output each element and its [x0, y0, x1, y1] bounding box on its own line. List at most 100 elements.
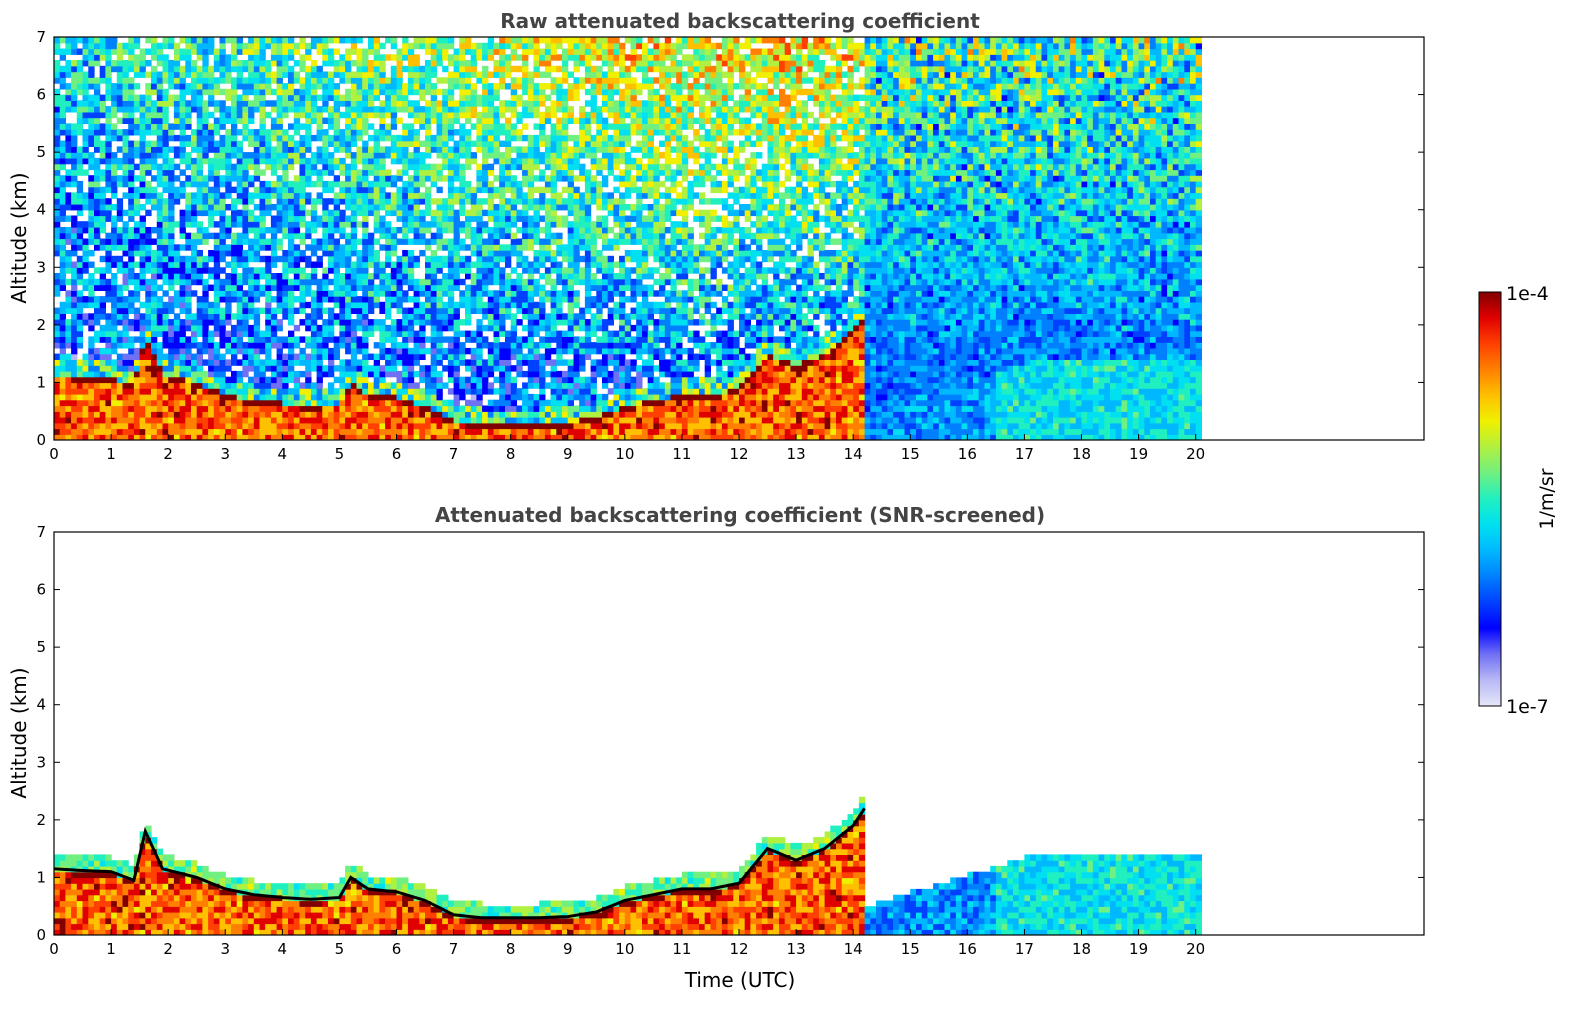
heatmap-cell	[385, 296, 392, 303]
heatmap-cell	[413, 215, 420, 222]
heatmap-cell	[265, 192, 272, 199]
heatmap-cell	[442, 198, 449, 205]
heatmap-cell	[179, 307, 186, 314]
heatmap-cell	[94, 100, 101, 107]
heatmap-cell	[145, 278, 152, 286]
heatmap-cell	[510, 129, 517, 136]
heatmap-cell	[402, 382, 409, 389]
heatmap-cell	[185, 411, 192, 418]
heatmap-cell	[470, 54, 477, 61]
heatmap-cell	[385, 405, 392, 412]
heatmap-cell	[133, 123, 141, 130]
heatmap-cell	[236, 129, 243, 136]
heatmap-cell	[265, 393, 272, 401]
heatmap-cell	[259, 290, 266, 297]
heatmap-cell	[299, 232, 306, 240]
heatmap-cell	[379, 152, 386, 159]
heatmap-cell	[322, 319, 329, 326]
heatmap-cell	[293, 180, 301, 188]
heatmap-cell	[379, 399, 386, 407]
heatmap-cell	[350, 301, 358, 309]
heatmap-cell	[156, 238, 164, 245]
heatmap-cell	[487, 405, 495, 412]
heatmap-cell	[76, 296, 84, 303]
heatmap-cell	[350, 250, 358, 257]
heatmap-cell	[76, 273, 84, 280]
heatmap-cell	[259, 273, 266, 280]
heatmap-cell	[413, 255, 420, 263]
heatmap-cell	[196, 405, 203, 412]
heatmap-cell	[493, 129, 500, 136]
heatmap-cell	[242, 238, 249, 245]
heatmap-cell	[465, 100, 472, 107]
heatmap-cell	[185, 307, 192, 314]
heatmap-cell	[99, 140, 106, 147]
heatmap-cell	[425, 204, 432, 211]
heatmap-cell	[328, 411, 335, 418]
heatmap-cell	[310, 382, 318, 389]
heatmap-cell	[288, 278, 295, 286]
heatmap-cell	[333, 163, 340, 171]
heatmap-cell	[151, 163, 158, 171]
heatmap-cell	[379, 388, 386, 395]
heatmap-cell	[339, 60, 346, 67]
heatmap-cell	[505, 215, 512, 222]
heatmap-cell	[527, 324, 535, 332]
heatmap-cell	[196, 365, 203, 372]
heatmap-cell	[419, 83, 426, 90]
heatmap-cell	[225, 434, 232, 440]
heatmap-cell	[356, 255, 363, 263]
heatmap-cell	[436, 370, 443, 378]
heatmap-cell	[447, 273, 455, 280]
heatmap-cell	[350, 209, 358, 217]
heatmap-cell	[99, 71, 106, 78]
heatmap-cell	[145, 342, 152, 349]
heatmap-cell	[213, 301, 221, 309]
heatmap-cell	[459, 382, 466, 389]
heatmap-cell	[162, 393, 169, 401]
heatmap-cell	[499, 370, 506, 378]
heatmap-cell	[99, 388, 106, 395]
heatmap-cell	[350, 180, 358, 188]
heatmap-cell	[236, 140, 243, 147]
heatmap-cell	[94, 163, 101, 171]
heatmap-cell	[151, 186, 158, 194]
heatmap-cell	[333, 227, 340, 234]
heatmap-cell	[242, 347, 249, 355]
heatmap-cell	[82, 370, 89, 378]
heatmap-cell	[328, 227, 335, 234]
heatmap-cell	[276, 342, 283, 349]
heatmap-cell	[505, 152, 512, 159]
heatmap-cell	[65, 65, 72, 73]
heatmap-cell	[350, 405, 358, 412]
heatmap-cell	[339, 186, 346, 194]
heatmap-cell	[310, 388, 318, 395]
heatmap-cell	[65, 83, 72, 90]
heatmap-cell	[116, 434, 124, 440]
heatmap-cell	[482, 123, 489, 130]
heatmap-cell	[476, 342, 483, 349]
heatmap-cell	[54, 422, 61, 430]
heatmap-cell	[505, 273, 512, 280]
heatmap-cell	[407, 267, 415, 274]
heatmap-cell	[510, 376, 517, 384]
heatmap-cell	[419, 111, 426, 119]
heatmap-cell	[487, 163, 495, 171]
heatmap-cell	[396, 347, 403, 355]
heatmap-cell	[453, 388, 460, 395]
heatmap-cell	[219, 100, 226, 107]
heatmap-cell	[379, 77, 386, 84]
heatmap-cell	[476, 278, 483, 286]
heatmap-cell	[208, 347, 215, 355]
heatmap-cell	[527, 428, 535, 435]
heatmap-cell	[413, 278, 420, 286]
heatmap-cell	[470, 284, 477, 291]
heatmap-cell	[288, 192, 295, 199]
heatmap-cell	[156, 204, 164, 211]
heatmap-cell	[191, 88, 198, 96]
heatmap-cell	[162, 37, 169, 44]
heatmap-cell	[88, 111, 95, 119]
heatmap-cell	[99, 376, 106, 384]
heatmap-cell	[402, 215, 409, 222]
heatmap-cell	[499, 163, 506, 171]
